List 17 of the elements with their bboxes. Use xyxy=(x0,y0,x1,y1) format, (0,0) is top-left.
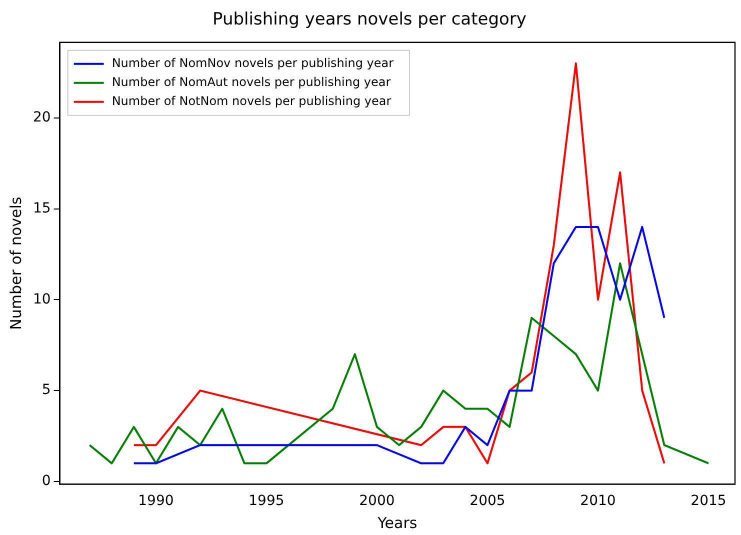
legend-label: Number of NomNov novels per publishing year xyxy=(112,56,394,70)
legend-label: Number of NomAut novels per publishing year xyxy=(112,75,391,90)
legend-label: Number of NotNom novels per publishing year xyxy=(112,94,392,108)
y-axis-title: Number of novels xyxy=(6,196,25,330)
x-axis-title: Years xyxy=(376,514,418,532)
x-tick-label: 2015 xyxy=(690,493,726,510)
x-tick-label: 1990 xyxy=(138,493,174,510)
y-tick-label: 20 xyxy=(32,109,51,126)
x-tick-label: 2005 xyxy=(470,493,506,510)
x-tick-label: 2000 xyxy=(359,493,395,510)
x-tick-label: 1995 xyxy=(248,493,284,510)
y-tick-label: 5 xyxy=(42,382,51,398)
chart-title: Publishing years novels per category xyxy=(212,10,526,30)
y-tick-label: 15 xyxy=(32,200,51,216)
y-tick-label: 0 xyxy=(42,473,51,490)
x-tick-label: 2010 xyxy=(580,493,616,510)
y-tick-label: 10 xyxy=(32,291,51,308)
